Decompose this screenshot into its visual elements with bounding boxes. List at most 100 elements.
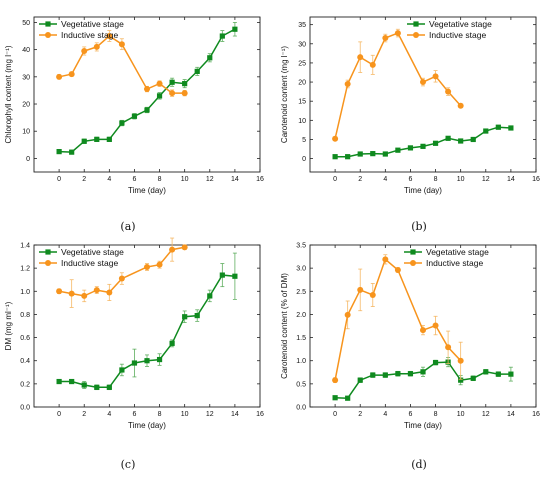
y-tick-label: 40 [22, 47, 30, 54]
y-tick-label: 0 [26, 156, 30, 163]
legend-label: Inductive stage [429, 30, 486, 40]
y-tick-label: 0.4 [20, 358, 30, 365]
y-tick-label: 0.2 [20, 381, 30, 388]
data-point-square [483, 369, 489, 375]
x-tick-label: 8 [158, 411, 162, 418]
data-point-circle [369, 61, 376, 68]
legend-label: Vegetative stage [61, 19, 124, 29]
y-tick-label: 1.2 [20, 266, 30, 273]
y-tick-label: 1.0 [296, 358, 306, 365]
data-point-circle [81, 47, 88, 54]
data-point-square [470, 136, 476, 143]
data-point-circle [420, 79, 426, 86]
y-axis-label: Carotenoid content (mg l⁻¹) [280, 46, 289, 143]
data-point-square [69, 149, 75, 155]
y-tick-label: 0.0 [20, 405, 30, 412]
series-inductive-stage [56, 30, 188, 97]
data-point-square [194, 68, 200, 74]
y-tick-label: 30 [298, 41, 306, 48]
data-point-square [508, 371, 514, 377]
data-point-circle [394, 30, 401, 37]
x-tick-label: 10 [181, 176, 189, 183]
data-point-square [144, 358, 150, 364]
legend-label: Vegetative stage [426, 247, 489, 257]
data-point-square [345, 395, 351, 401]
data-point-circle [382, 256, 389, 263]
y-tick-label: 1.0 [20, 289, 30, 296]
data-point-square [232, 26, 238, 32]
series-vegetative-stage [332, 124, 514, 160]
data-point-square [432, 359, 439, 366]
data-point-circle [118, 41, 125, 48]
data-point-circle [93, 43, 100, 50]
y-tick-label: 0.5 [296, 381, 306, 388]
data-point-circle [181, 90, 188, 97]
data-point-square [69, 378, 75, 385]
data-point-square [106, 136, 112, 142]
x-tick-label: 14 [231, 411, 239, 418]
x-tick-label: 6 [132, 411, 136, 418]
data-point-square [94, 136, 100, 142]
data-point-square [470, 375, 476, 381]
legend-marker-square [410, 249, 416, 255]
x-tick-label: 14 [507, 176, 515, 183]
legend-label: Inductive stage [426, 258, 483, 268]
data-point-square [395, 147, 401, 153]
data-point-circle [156, 80, 163, 87]
data-point-circle [445, 88, 452, 95]
x-tick-label: 0 [57, 176, 61, 183]
data-point-circle [156, 261, 163, 268]
data-point-square [156, 356, 163, 363]
x-tick-label: 14 [231, 176, 239, 183]
data-point-square [445, 135, 451, 141]
x-tick-label: 2 [82, 176, 86, 183]
x-tick-label: 8 [434, 176, 438, 183]
x-tick-label: 6 [408, 176, 412, 183]
data-point-square [106, 384, 112, 390]
data-point-square [81, 382, 87, 388]
data-point-circle [344, 80, 351, 87]
plot-frame [33, 16, 261, 173]
data-point-square [407, 145, 414, 151]
y-tick-label: 1.4 [20, 243, 30, 250]
legend-label: Inductive stage [61, 258, 118, 268]
data-point-square [345, 154, 351, 160]
y-tick-label: 3.5 [296, 243, 306, 250]
data-point-square [56, 149, 62, 155]
y-tick-label: 50 [22, 20, 30, 27]
panel-label: (a) [120, 220, 135, 233]
x-tick-label: 14 [507, 411, 515, 418]
x-tick-label: 12 [206, 411, 214, 418]
series-line [334, 32, 462, 139]
data-point-square [119, 367, 125, 373]
data-point-square [94, 384, 100, 390]
x-tick-label: 2 [358, 176, 362, 183]
data-point-square [332, 154, 338, 160]
data-point-square [219, 33, 225, 39]
y-tick-label: 10 [298, 118, 306, 125]
data-point-circle [394, 266, 401, 273]
data-point-square [370, 372, 376, 378]
series-vegetative-stage [56, 252, 238, 391]
data-point-square [169, 79, 175, 85]
data-point-square [81, 138, 87, 144]
x-tick-label: 10 [457, 411, 465, 418]
data-point-circle [56, 288, 63, 295]
x-tick-label: 4 [383, 411, 387, 418]
series-inductive-stage [332, 254, 464, 384]
data-point-circle [332, 135, 339, 142]
y-tick-label: 0.0 [296, 405, 306, 412]
data-point-square [432, 140, 439, 146]
data-point-circle [106, 33, 113, 40]
legend-label: Vegetative stage [61, 247, 124, 257]
legend-marker-circle [45, 32, 51, 38]
chart-panel-4: 0 2 4 6 8 10 12 14 16 0.0 0.5 1.0 1.5 2.0 2.5 3.0 3.5 Tim… [280, 243, 540, 472]
x-tick-label: 0 [333, 411, 337, 418]
data-point-square [395, 371, 401, 377]
data-point-square [357, 377, 363, 383]
y-tick-label: 3.0 [296, 266, 306, 273]
legend-marker-circle [413, 32, 419, 38]
x-tick-label: 4 [107, 411, 111, 418]
